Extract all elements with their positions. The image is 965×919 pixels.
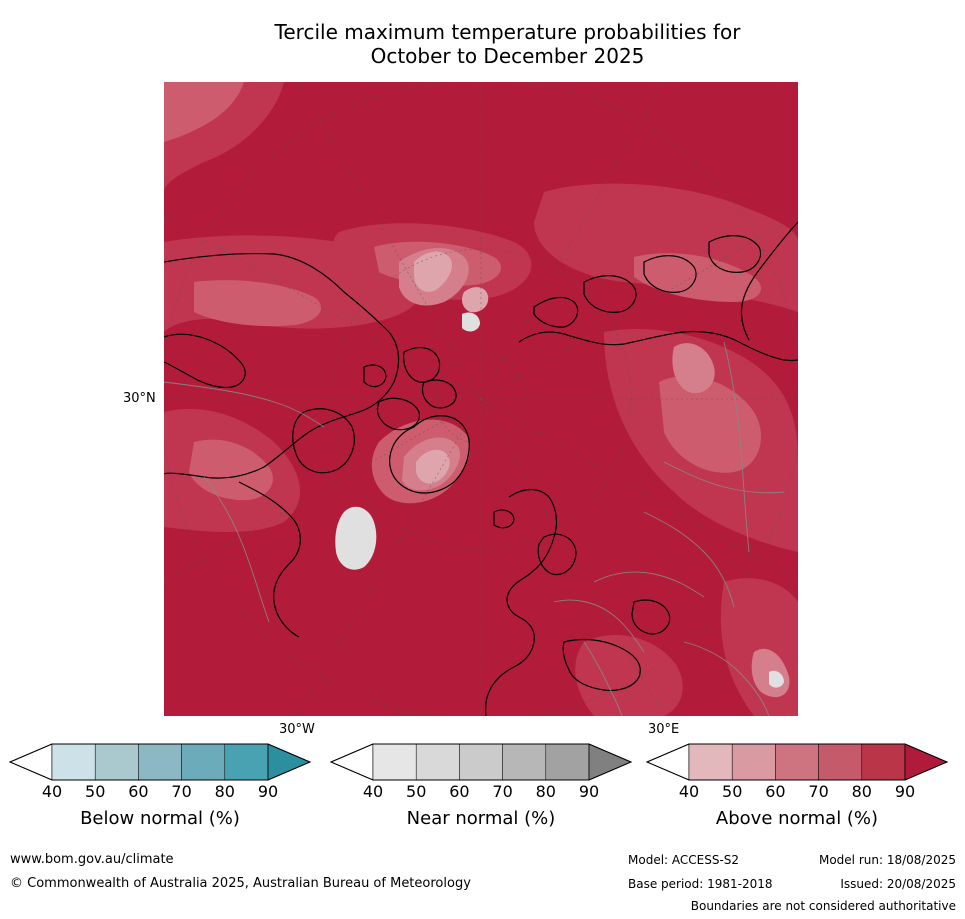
footer-model: Model: ACCESS-S2	[628, 853, 740, 867]
footer-website[interactable]: www.bom.gov.au/climate	[10, 852, 174, 867]
colorbar-above-ticks: 40 50 60 70 80 90	[647, 782, 947, 802]
colorbar-above-outline	[645, 743, 949, 781]
colorbar-above-normal: 40 50 60 70 80 90 Above normal (%)	[645, 743, 949, 829]
colorbar-near-label: Near normal (%)	[406, 808, 556, 829]
colorbar-above-label: Above normal (%)	[715, 808, 879, 829]
colorbar-near-ticks: 40 50 60 70 80 90	[331, 782, 631, 802]
colorbar-below-label: Below normal (%)	[80, 808, 240, 829]
colorbar-below-svg	[8, 743, 312, 781]
colorbar-below-segment	[224, 743, 269, 781]
colorbar-above-svg	[645, 743, 949, 781]
lon-label-30w: 30°W	[279, 722, 315, 737]
colorbar-above-over-arrow	[904, 743, 949, 781]
colorbar-above-segment	[731, 743, 776, 781]
colorbar-near-under-arrow	[329, 743, 374, 781]
lon-label-30e: 30°E	[648, 722, 680, 737]
colorbar-above-tick-label: 60	[765, 782, 786, 801]
title-line-2: October to December 2025	[370, 44, 645, 68]
colorbar-near-tick-label: 80	[535, 782, 556, 801]
colorbar-below-segment	[51, 743, 96, 781]
near-normal-regions	[335, 312, 784, 688]
footer-copyright: © Commonwealth of Australia 2025, Austra…	[10, 876, 471, 891]
colorbar-near-svg	[329, 743, 633, 781]
footer-base-period: Base period: 1981-2018	[628, 877, 773, 891]
colorbar-below-outline	[8, 743, 312, 781]
colorbar-below-segment	[181, 743, 226, 781]
footer-disclaimer: Boundaries are not considered authoritat…	[690, 899, 956, 913]
colorbar-below-tick-label: 90	[257, 782, 279, 801]
colorbar-below-under-arrow	[8, 743, 53, 781]
colorbar-below-tick-label: 60	[128, 782, 149, 801]
colorbar-near-segment	[415, 743, 460, 781]
colorbar-above-tick-label: 80	[851, 782, 872, 801]
colorbar-near-tick-label: 70	[492, 782, 513, 801]
colorbar-near-segment	[372, 743, 417, 781]
colorbar-below-normal: 40 50 60 70 80 90 Below normal (%)	[8, 743, 312, 829]
colorbar-near-tick-label: 50	[406, 782, 427, 801]
colorbar-above-tick-label: 90	[894, 782, 916, 801]
colorbar-near-tick-label: 60	[449, 782, 470, 801]
coastlines	[164, 221, 798, 716]
colorbar-near-segment	[502, 743, 547, 781]
borders	[164, 341, 785, 716]
colorbar-near-tick-label: 90	[578, 782, 600, 801]
colorbar-below-tick-label: 80	[214, 782, 235, 801]
footer-model-run: Model run: 18/08/2025	[818, 853, 956, 867]
colorbar-below-tick-label: 40	[41, 782, 63, 801]
footer-issued: Issued: 20/08/2025	[840, 877, 956, 891]
colorbar-above-tick-label: 40	[678, 782, 700, 801]
colorbar-above-tick-label: 50	[722, 782, 743, 801]
colorbar-above-segment	[775, 743, 819, 781]
colorbar-above-segment	[688, 743, 733, 781]
colorbar-near-over-arrow	[588, 743, 633, 781]
map-svg	[164, 82, 798, 716]
colorbar-below-segment	[138, 743, 182, 781]
colorbar-above-under-arrow	[645, 743, 690, 781]
colorbar-above-segment	[861, 743, 906, 781]
colorbar-above-segment	[818, 743, 863, 781]
colorbar-near-outline	[329, 743, 633, 781]
polar-map	[164, 82, 798, 716]
colorbar-near-segment	[459, 743, 503, 781]
graticule	[164, 82, 798, 716]
colorbar-near-segment	[545, 743, 590, 781]
title-line-1: Tercile maximum temperature probabilitie…	[274, 20, 741, 44]
colorbar-below-ticks: 40 50 60 70 80 90	[10, 782, 310, 802]
colorbar-below-over-arrow	[267, 743, 312, 781]
colorbar-above-tick-label: 70	[808, 782, 829, 801]
colorbar-below-segment	[94, 743, 139, 781]
prob-50-regions	[414, 251, 489, 484]
chart-title: Tercile maximum temperature probabilitie…	[0, 20, 965, 68]
colorbar-below-tick-label: 70	[171, 782, 192, 801]
lat-label-30n: 30°N	[123, 391, 156, 406]
colorbar-below-tick-label: 50	[85, 782, 106, 801]
colorbar-near-normal: 40 50 60 70 80 90 Near normal (%)	[329, 743, 633, 829]
colorbar-near-tick-label: 40	[362, 782, 384, 801]
